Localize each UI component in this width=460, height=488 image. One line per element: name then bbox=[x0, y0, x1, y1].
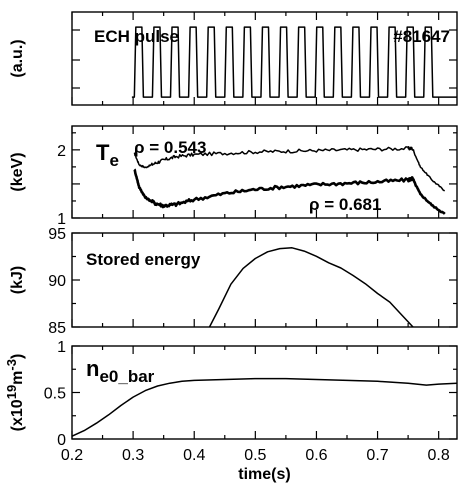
label-rho-0681: ρ = 0.681 bbox=[309, 195, 381, 214]
x-tick-label: 0.3 bbox=[122, 447, 144, 464]
panel-frame-te bbox=[71, 125, 458, 219]
x-tick-label: 0.8 bbox=[428, 447, 450, 464]
y-tick-label-ne: 0 bbox=[57, 432, 66, 449]
y-tick-label-ne: 0.5 bbox=[44, 386, 66, 403]
y-axis-label-wp: (kJ) bbox=[9, 266, 26, 294]
panel-title-stored-energy: Stored energy bbox=[86, 250, 201, 269]
y-tick-label-te: 2 bbox=[57, 143, 66, 160]
x-axis-label: time(s) bbox=[238, 466, 290, 483]
x-tick-label: 0.2 bbox=[61, 447, 83, 464]
x-tick-label: 0.6 bbox=[305, 447, 327, 464]
y-tick-label-wp: 95 bbox=[48, 226, 66, 243]
te-symbol: Te bbox=[96, 140, 119, 170]
label-rho-0543: ρ = 0.543 bbox=[134, 138, 206, 157]
series-te-rho-0543 bbox=[133, 146, 445, 192]
x-tick-label: 0.7 bbox=[366, 447, 388, 464]
y-axis-label-te: (keV) bbox=[9, 152, 26, 191]
y-tick-label-te: 1 bbox=[57, 211, 66, 228]
panel-title-ech: ECH pulse bbox=[94, 27, 179, 46]
series-ne0-bar bbox=[71, 377, 458, 437]
y-axis-label-ech: (a.u.) bbox=[9, 39, 26, 77]
panel-frame-ech bbox=[71, 11, 458, 106]
series-ech-pulse-train bbox=[131, 26, 457, 98]
y-axis-label-ne: (x1019m-3) bbox=[4, 354, 26, 432]
series-stored-energy bbox=[208, 247, 414, 328]
y-tick-label-ne: 1 bbox=[57, 339, 66, 356]
panel-frame-ne bbox=[71, 345, 458, 440]
x-tick-label: 0.4 bbox=[183, 447, 205, 464]
y-tick-label-wp: 85 bbox=[48, 320, 66, 337]
y-tick-label-wp: 90 bbox=[48, 273, 66, 290]
ne-symbol: ne0_bar bbox=[86, 356, 155, 386]
shot-number: #81647 bbox=[393, 27, 450, 46]
series-te-rho-0681 bbox=[133, 168, 446, 215]
x-tick-label: 0.5 bbox=[244, 447, 266, 464]
